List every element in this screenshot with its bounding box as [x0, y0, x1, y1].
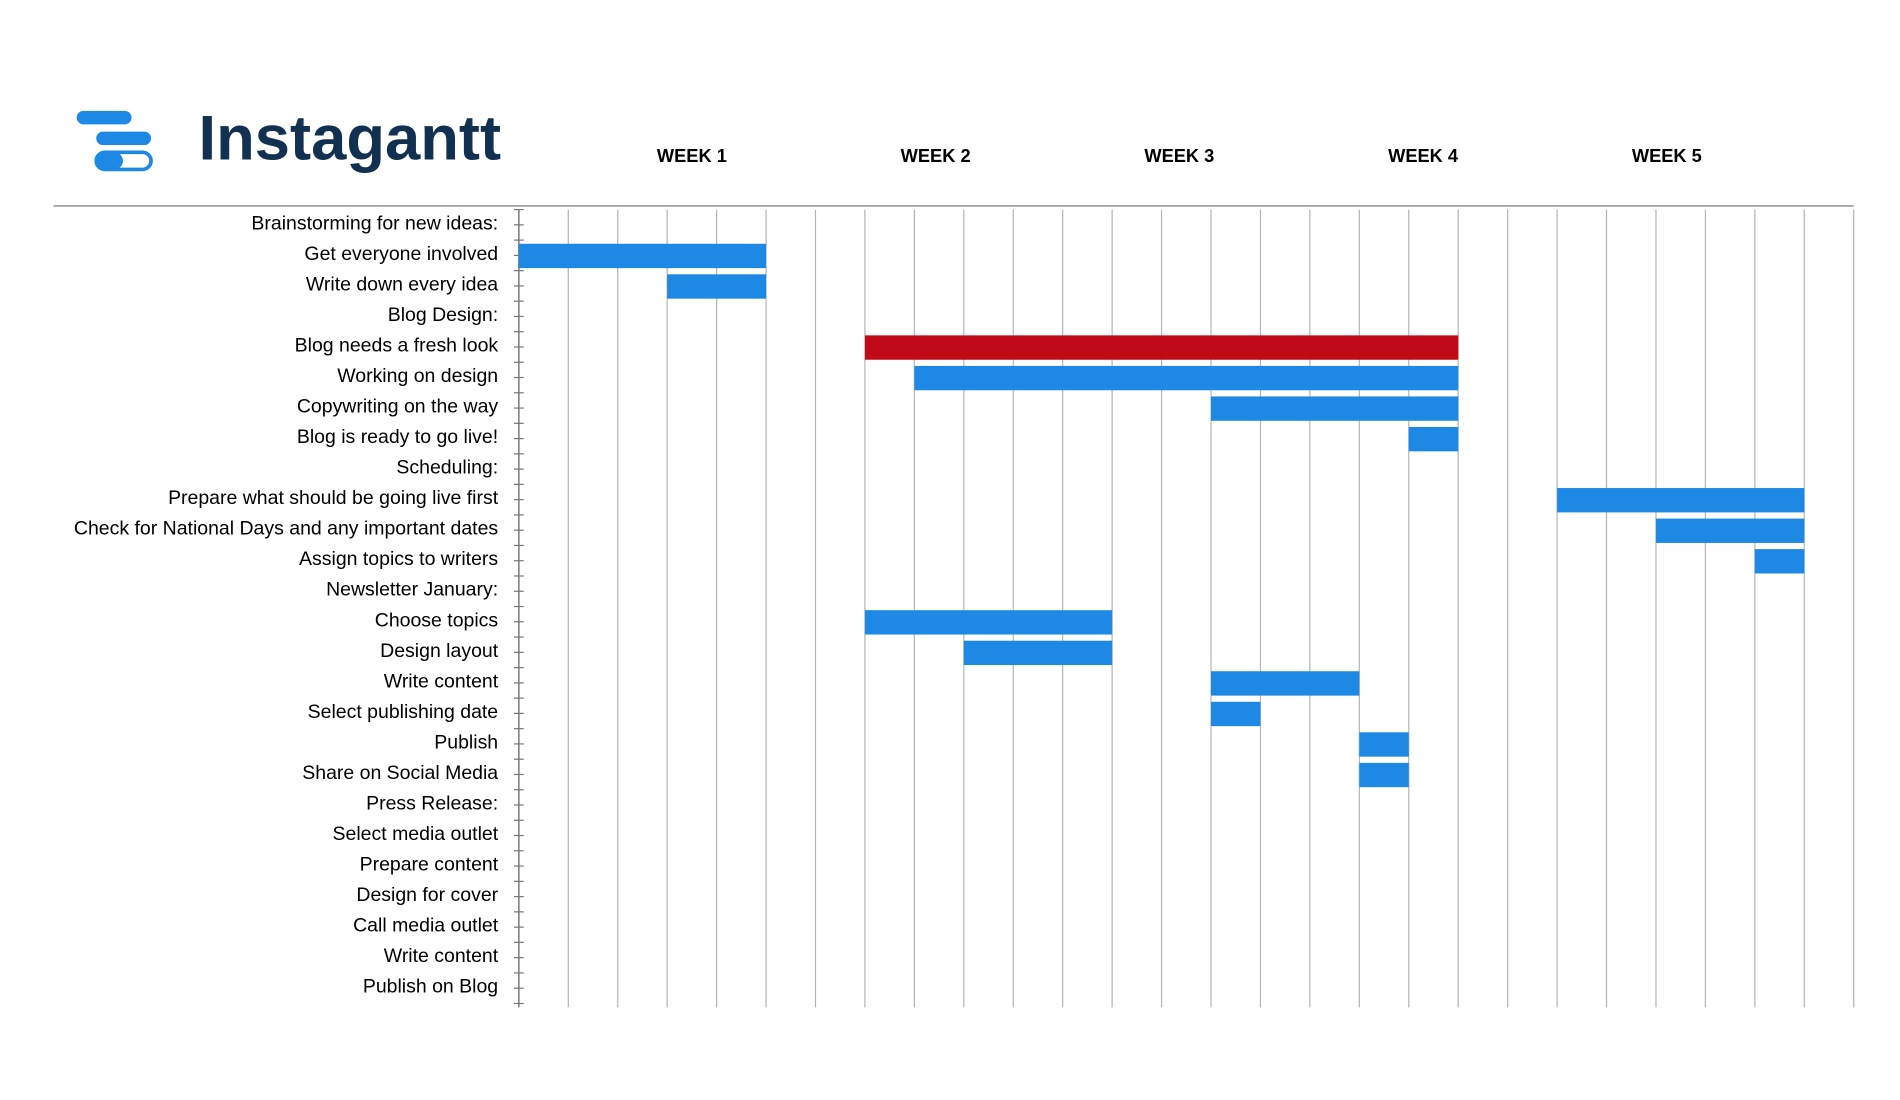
- task-bar: [1408, 426, 1459, 452]
- task-label: Design for cover: [356, 884, 498, 906]
- logo-bar: [96, 152, 124, 170]
- week-label: WEEK 3: [1144, 145, 1214, 166]
- task-label: Prepare what should be going live first: [168, 487, 499, 509]
- task-label: Share on Social Media: [302, 762, 498, 784]
- task-label: Blog needs a fresh look: [295, 334, 499, 356]
- task-bar: [1557, 488, 1805, 513]
- task-label: Blog is ready to go live!: [297, 426, 498, 448]
- task-label: Blog Design:: [388, 304, 498, 326]
- logo-bar: [76, 110, 132, 125]
- task-bar: [1211, 396, 1459, 421]
- task-bar: [1211, 671, 1360, 696]
- task-label: Newsletter January:: [326, 579, 498, 601]
- task-label: Publish on Blog: [363, 976, 498, 998]
- task-label: Copywriting on the way: [297, 396, 499, 418]
- task-label: Design layout: [380, 640, 499, 662]
- task-bar: [963, 640, 1113, 666]
- week-label: WEEK 5: [1632, 145, 1702, 166]
- task-bar: [667, 274, 767, 299]
- task-label: Check for National Days and any importan…: [74, 518, 498, 540]
- task-label: Write content: [384, 945, 499, 967]
- logo-bar: [96, 131, 152, 146]
- task-label: Prepare content: [360, 854, 499, 876]
- task-label: Get everyone involved: [304, 243, 498, 265]
- task-bar: [1211, 701, 1261, 727]
- task-bar: [864, 335, 1459, 360]
- task-bar: [518, 243, 767, 269]
- task-bar: [914, 365, 1459, 391]
- task-label: Working on design: [337, 365, 498, 387]
- week-label: WEEK 1: [657, 145, 727, 166]
- task-label: Assign topics to writers: [299, 548, 498, 570]
- task-label: Scheduling:: [396, 457, 498, 479]
- task-bar: [864, 610, 1113, 635]
- task-bar: [1754, 549, 1805, 574]
- task-label: Select publishing date: [308, 701, 499, 723]
- logo: [76, 110, 153, 172]
- task-label: Write content: [384, 670, 499, 692]
- task-label: Brainstorming for new ideas:: [251, 212, 498, 234]
- task-label: Choose topics: [375, 609, 499, 631]
- task-label: Write down every idea: [306, 273, 498, 295]
- week-label: WEEK 2: [901, 145, 971, 166]
- task-bar: [1655, 518, 1805, 543]
- task-bar: [1359, 732, 1409, 757]
- week-label: WEEK 4: [1388, 145, 1459, 166]
- task-label: Select media outlet: [333, 823, 499, 845]
- task-label: Publish: [434, 731, 498, 753]
- brand-title: Instagantt: [199, 103, 502, 173]
- task-bar: [1359, 762, 1409, 788]
- task-label: Press Release:: [366, 792, 498, 814]
- task-label: Call media outlet: [353, 915, 499, 937]
